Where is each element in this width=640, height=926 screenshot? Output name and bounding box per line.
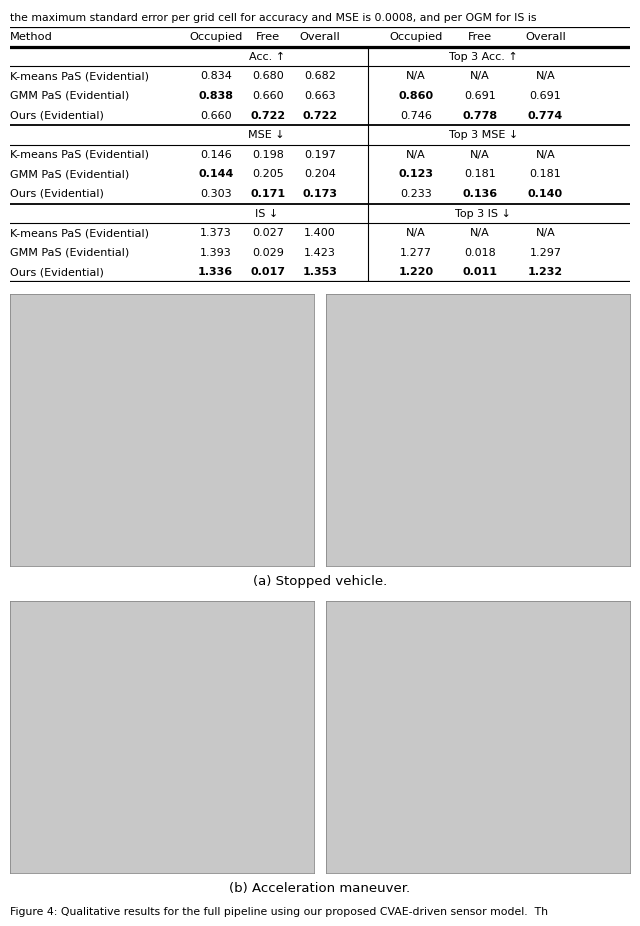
Text: MSE ↓: MSE ↓ bbox=[248, 131, 285, 140]
Text: Occupied: Occupied bbox=[189, 32, 243, 42]
Text: 0.860: 0.860 bbox=[399, 91, 434, 101]
Text: (b) Acceleration maneuver.: (b) Acceleration maneuver. bbox=[229, 882, 411, 895]
Text: 1.232: 1.232 bbox=[528, 268, 563, 278]
Text: 0.018: 0.018 bbox=[464, 248, 496, 257]
Text: K-means PaS (Evidential): K-means PaS (Evidential) bbox=[10, 150, 148, 160]
Text: N/A: N/A bbox=[406, 228, 426, 238]
Text: GMM PaS (Evidential): GMM PaS (Evidential) bbox=[10, 248, 129, 257]
Text: K-means PaS (Evidential): K-means PaS (Evidential) bbox=[10, 228, 148, 238]
Text: N/A: N/A bbox=[406, 150, 426, 160]
Text: Free: Free bbox=[256, 32, 280, 42]
Text: Occupied: Occupied bbox=[390, 32, 443, 42]
Text: 0.660: 0.660 bbox=[200, 110, 232, 120]
Text: 0.722: 0.722 bbox=[303, 110, 337, 120]
Text: 0.123: 0.123 bbox=[399, 169, 434, 180]
Text: 0.774: 0.774 bbox=[528, 110, 563, 120]
Text: Ours (Evidential): Ours (Evidential) bbox=[10, 189, 104, 199]
Text: N/A: N/A bbox=[536, 150, 556, 160]
Text: GMM PaS (Evidential): GMM PaS (Evidential) bbox=[10, 91, 129, 101]
Text: 0.838: 0.838 bbox=[198, 91, 233, 101]
Text: Ours (Evidential): Ours (Evidential) bbox=[10, 110, 104, 120]
Text: 0.233: 0.233 bbox=[401, 189, 432, 199]
Text: 0.303: 0.303 bbox=[200, 189, 232, 199]
Text: 0.778: 0.778 bbox=[463, 110, 498, 120]
Text: N/A: N/A bbox=[470, 71, 490, 81]
Text: 0.682: 0.682 bbox=[304, 71, 336, 81]
Text: Overall: Overall bbox=[300, 32, 340, 42]
Text: 1.297: 1.297 bbox=[529, 248, 561, 257]
Text: 0.205: 0.205 bbox=[252, 169, 284, 180]
Text: Figure 4: Qualitative results for the full pipeline using our proposed CVAE-driv: Figure 4: Qualitative results for the fu… bbox=[10, 907, 548, 918]
Text: 0.722: 0.722 bbox=[250, 110, 285, 120]
Text: (a) Stopped vehicle.: (a) Stopped vehicle. bbox=[253, 575, 387, 588]
Text: 1.220: 1.220 bbox=[399, 268, 434, 278]
Text: 0.834: 0.834 bbox=[200, 71, 232, 81]
Text: 0.680: 0.680 bbox=[252, 71, 284, 81]
Text: IS ↓: IS ↓ bbox=[255, 208, 278, 219]
Text: 0.144: 0.144 bbox=[198, 169, 234, 180]
Text: Top 3 Acc. ↑: Top 3 Acc. ↑ bbox=[449, 52, 518, 62]
Text: 0.017: 0.017 bbox=[250, 268, 285, 278]
Text: 0.204: 0.204 bbox=[304, 169, 336, 180]
Text: Top 3 IS ↓: Top 3 IS ↓ bbox=[455, 208, 511, 219]
Text: 0.146: 0.146 bbox=[200, 150, 232, 160]
Text: 0.140: 0.140 bbox=[528, 189, 563, 199]
Text: N/A: N/A bbox=[536, 71, 556, 81]
Text: 1.353: 1.353 bbox=[303, 268, 337, 278]
Text: Free: Free bbox=[468, 32, 492, 42]
Text: 0.011: 0.011 bbox=[463, 268, 498, 278]
Text: the maximum standard error per grid cell for accuracy and MSE is 0.0008, and per: the maximum standard error per grid cell… bbox=[10, 13, 536, 23]
Text: Acc. ↑: Acc. ↑ bbox=[248, 52, 285, 62]
Text: 0.027: 0.027 bbox=[252, 228, 284, 238]
Text: 0.691: 0.691 bbox=[464, 91, 496, 101]
Text: N/A: N/A bbox=[406, 71, 426, 81]
Text: 0.197: 0.197 bbox=[304, 150, 336, 160]
Text: 1.400: 1.400 bbox=[304, 228, 336, 238]
Text: 0.181: 0.181 bbox=[529, 169, 561, 180]
Text: 0.660: 0.660 bbox=[252, 91, 284, 101]
Text: 1.423: 1.423 bbox=[304, 248, 336, 257]
Text: 1.336: 1.336 bbox=[198, 268, 233, 278]
Text: 0.173: 0.173 bbox=[303, 189, 337, 199]
Text: 0.198: 0.198 bbox=[252, 150, 284, 160]
Text: 0.171: 0.171 bbox=[250, 189, 285, 199]
Text: Method: Method bbox=[10, 32, 52, 42]
Text: 1.373: 1.373 bbox=[200, 228, 232, 238]
Text: 0.746: 0.746 bbox=[400, 110, 432, 120]
Text: 0.691: 0.691 bbox=[529, 91, 561, 101]
Text: 1.277: 1.277 bbox=[400, 248, 432, 257]
Text: 1.393: 1.393 bbox=[200, 248, 232, 257]
Text: Top 3 MSE ↓: Top 3 MSE ↓ bbox=[449, 131, 518, 140]
Text: 0.181: 0.181 bbox=[464, 169, 496, 180]
Text: 0.029: 0.029 bbox=[252, 248, 284, 257]
Text: 0.663: 0.663 bbox=[304, 91, 336, 101]
Text: N/A: N/A bbox=[470, 228, 490, 238]
Text: Ours (Evidential): Ours (Evidential) bbox=[10, 268, 104, 278]
Text: N/A: N/A bbox=[536, 228, 556, 238]
Text: Overall: Overall bbox=[525, 32, 566, 42]
Text: K-means PaS (Evidential): K-means PaS (Evidential) bbox=[10, 71, 148, 81]
Text: 0.136: 0.136 bbox=[463, 189, 498, 199]
Text: GMM PaS (Evidential): GMM PaS (Evidential) bbox=[10, 169, 129, 180]
Text: N/A: N/A bbox=[470, 150, 490, 160]
